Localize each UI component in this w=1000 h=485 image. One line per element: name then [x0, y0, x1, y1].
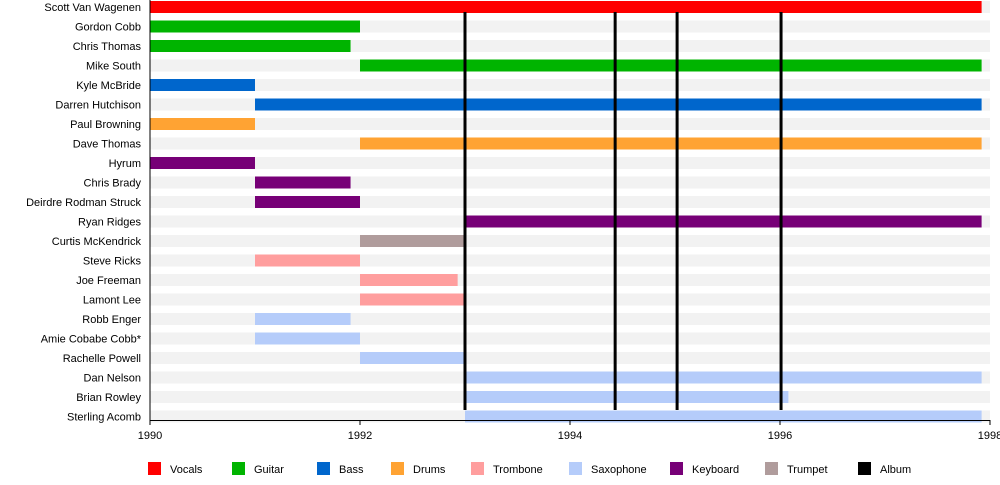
x-tick-label: 1990: [138, 430, 162, 442]
row-background: [150, 352, 990, 364]
legend-swatch: [391, 462, 404, 475]
legend-label: Keyboard: [692, 464, 739, 476]
legend-swatch: [569, 462, 582, 475]
legend-swatch: [317, 462, 330, 475]
member-bar: [255, 313, 351, 325]
member-bar: [465, 410, 982, 423]
member-label: Lamont Lee: [83, 295, 141, 307]
member-bar: [465, 215, 982, 228]
member-label: Darren Hutchison: [55, 100, 141, 112]
legend-label: Drums: [413, 464, 446, 476]
row-background: [150, 293, 990, 306]
legend-swatch: [148, 462, 161, 475]
member-label: Dan Nelson: [84, 373, 141, 385]
member-bar: [150, 118, 255, 130]
member-bar: [255, 332, 360, 345]
member-label: Sterling Acomb: [67, 412, 141, 424]
row-background: [150, 118, 990, 130]
member-label: Chris Brady: [84, 178, 142, 190]
member-label: Curtis McKendrick: [52, 236, 142, 248]
legend-label: Trombone: [493, 464, 543, 476]
member-bar: [255, 254, 360, 267]
member-label: Hyrum: [109, 158, 141, 170]
row-background: [150, 79, 990, 91]
member-bar: [360, 274, 458, 286]
member-label: Mike South: [86, 61, 141, 73]
member-label: Dave Thomas: [73, 139, 142, 151]
legend-label: Guitar: [254, 464, 284, 476]
x-tick-label: 1996: [768, 430, 792, 442]
member-label: Paul Browning: [70, 119, 141, 131]
member-label: Chris Thomas: [73, 41, 142, 53]
row-background: [150, 235, 990, 247]
member-bar: [255, 176, 351, 189]
member-bar: [150, 157, 255, 169]
x-tick-label: 1998: [978, 430, 1000, 442]
member-bar: [150, 79, 255, 91]
row-background: [150, 274, 990, 286]
legend-label: Trumpet: [787, 464, 828, 476]
member-bar: [360, 59, 982, 72]
member-label: Kyle McBride: [76, 80, 141, 92]
member-label: Gordon Cobb: [75, 22, 141, 34]
member-bar: [360, 352, 465, 364]
member-bar: [360, 235, 465, 247]
legend-swatch: [765, 462, 778, 475]
member-bar: [465, 391, 789, 403]
member-label: Ryan Ridges: [78, 217, 141, 229]
x-tick-label: 1992: [348, 430, 372, 442]
x-tick-label: 1994: [558, 430, 582, 442]
legend-swatch: [858, 462, 871, 475]
legend-swatch: [232, 462, 245, 475]
row-background: [150, 157, 990, 169]
member-bar: [150, 40, 351, 52]
member-label: Robb Enger: [82, 314, 141, 326]
member-label: Deirdre Rodman Struck: [26, 197, 141, 209]
member-label: Amie Cobabe Cobb*: [41, 334, 142, 346]
legend-label: Vocals: [170, 464, 203, 476]
member-label: Joe Freeman: [76, 275, 141, 287]
legend-swatch: [670, 462, 683, 475]
member-bar: [465, 371, 982, 384]
member-label: Scott Van Wagenen: [44, 2, 141, 14]
member-bar: [360, 137, 982, 150]
legend-label: Saxophone: [591, 464, 647, 476]
member-bar: [360, 293, 465, 306]
legend-label: Bass: [339, 464, 364, 476]
legend-label: Album: [880, 464, 911, 476]
member-bar: [150, 1, 982, 13]
member-bar: [150, 20, 360, 33]
member-label: Steve Ricks: [83, 256, 142, 268]
member-bar: [255, 98, 982, 111]
member-label: Brian Rowley: [76, 392, 141, 404]
member-label: Rachelle Powell: [63, 353, 141, 365]
legend-swatch: [471, 462, 484, 475]
member-bar: [255, 196, 360, 208]
